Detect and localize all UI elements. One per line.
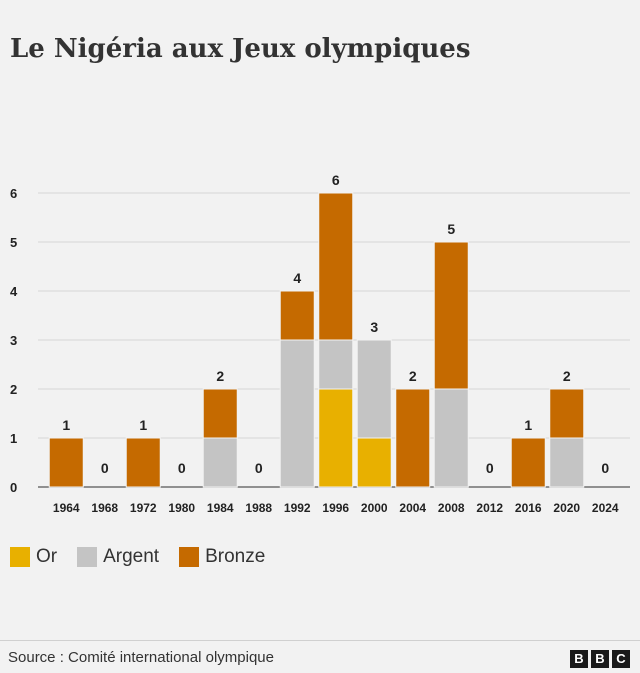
footer: Source : Comité international olympique … [0, 640, 640, 673]
total-label: 1 [524, 417, 532, 433]
total-label: 0 [178, 460, 186, 476]
legend-swatch-argent [77, 547, 98, 567]
legend-swatch-bronze [179, 547, 200, 567]
total-label: 4 [293, 270, 301, 286]
bbc-logo-letter: B [570, 650, 588, 668]
x-tick-label: 2024 [592, 501, 619, 515]
y-axis-ticks: 0 1 2 3 4 5 6 [10, 186, 18, 495]
source-note: Source : Comité international olympique [8, 649, 274, 666]
bar-segment-argent [356, 339, 392, 439]
x-tick-label: 1988 [245, 501, 272, 515]
total-label: 6 [332, 172, 340, 188]
legend-label-argent: Argent [103, 546, 160, 567]
total-label: 1 [62, 417, 70, 433]
bar-segment-argent [433, 388, 469, 488]
total-label: 0 [601, 460, 609, 476]
bar-segment-argent [318, 339, 354, 390]
total-label: 2 [409, 368, 417, 384]
legend-swatch-or [10, 547, 30, 567]
legend-label-bronze: Bronze [205, 546, 266, 567]
bbc-logo: B B C [567, 650, 630, 668]
total-label: 1 [139, 417, 147, 433]
bbc-logo-letter: B [591, 650, 609, 668]
total-label: 2 [216, 368, 224, 384]
x-axis-ticks: 1964 1968 1972 1980 1984 1988 1992 1996 2000 2004… [53, 501, 619, 515]
bar-segment-argent [279, 339, 315, 488]
bar-segment-bronze [125, 437, 161, 488]
x-tick-label: 1992 [284, 501, 311, 515]
total-label: 0 [255, 460, 263, 476]
x-tick-label: 1972 [130, 501, 157, 515]
y-tick-label: 6 [10, 186, 17, 201]
total-label: 0 [101, 460, 109, 476]
x-tick-label: 1980 [168, 501, 195, 515]
bar-segment-bronze [318, 192, 354, 341]
bar-segment-or [318, 388, 354, 488]
legend: Or Argent Bronze [10, 546, 285, 568]
total-label: 5 [447, 221, 455, 237]
legend-item-bronze: Bronze [179, 546, 265, 568]
chart-title: Le Nigéria aux Jeux olympiques [10, 34, 471, 64]
bars [48, 192, 585, 488]
x-tick-label: 2004 [399, 501, 426, 515]
total-labels: 1 0 1 0 2 0 4 6 3 2 5 0 1 2 0 [62, 172, 609, 476]
x-tick-label: 1996 [322, 501, 349, 515]
x-tick-label: 1984 [207, 501, 234, 515]
bar-segment-bronze [279, 290, 315, 341]
total-label: 3 [370, 319, 378, 335]
bbc-logo-letter: C [612, 650, 630, 668]
bar-segment-argent [202, 437, 238, 488]
x-tick-label: 2012 [476, 501, 503, 515]
legend-label-or: Or [36, 546, 58, 567]
x-tick-label: 2016 [515, 501, 542, 515]
bar-chart: 0 1 2 3 4 5 6 1 0 1 0 2 0 4 6 3 2 5 0 1 2 0 1964 1968 1972 1980… [10, 172, 630, 515]
total-label: 2 [563, 368, 571, 384]
x-tick-label: 1964 [53, 501, 80, 515]
x-tick-label: 2000 [361, 501, 388, 515]
bar-segment-bronze [510, 437, 546, 488]
y-tick-label: 5 [10, 235, 17, 250]
x-tick-label: 2008 [438, 501, 465, 515]
x-tick-label: 2020 [553, 501, 580, 515]
bar-segment-argent [549, 437, 585, 488]
y-tick-label: 1 [10, 431, 17, 446]
bar-segment-bronze [433, 241, 469, 390]
y-tick-label: 4 [10, 284, 18, 299]
bar-segment-bronze [202, 388, 238, 439]
bar-segment-bronze [48, 437, 84, 488]
bar-segment-or [356, 437, 392, 488]
y-tick-label: 0 [10, 480, 17, 495]
legend-item-argent: Argent [77, 546, 159, 568]
y-tick-label: 3 [10, 333, 17, 348]
legend-item-or: Or [10, 546, 57, 568]
bar-segment-bronze [395, 388, 431, 488]
total-label: 0 [486, 460, 494, 476]
bar-segment-bronze [549, 388, 585, 439]
x-tick-label: 1968 [91, 501, 118, 515]
y-tick-label: 2 [10, 382, 17, 397]
